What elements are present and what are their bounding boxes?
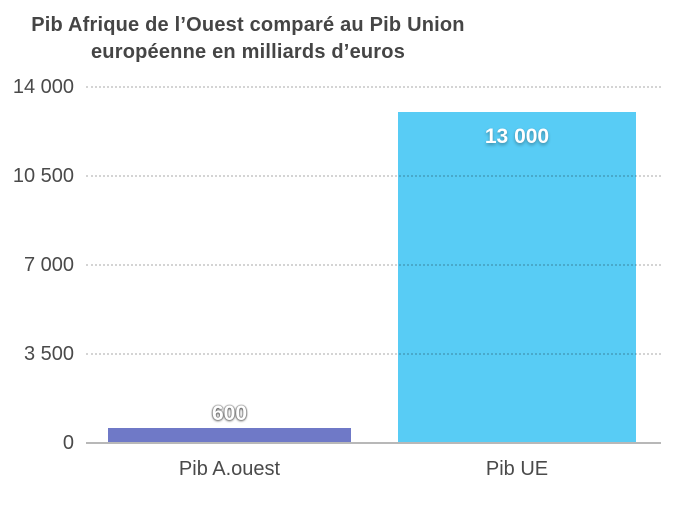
y-axis-tick-3500: 3 500 — [23, 343, 74, 365]
y-axis-tick-10500: 10 500 — [12, 165, 74, 187]
gridline-14000 — [86, 86, 661, 88]
bar-pib-ue — [398, 112, 636, 443]
x-axis-line — [86, 442, 661, 444]
gridline-3500 — [86, 353, 661, 355]
gridline-7000 — [86, 264, 661, 266]
gridline-10500 — [86, 175, 661, 177]
x-axis-label-pib-a-ouest: Pib A.ouest — [178, 458, 281, 480]
bar-pib-a-ouest — [108, 427, 351, 443]
value-label-pib-a-ouest: 600 — [211, 402, 248, 425]
x-axis-label-pib-ue: Pib UE — [485, 458, 549, 480]
y-axis-tick-7000: 7 000 — [23, 254, 74, 276]
y-axis-tick-14000: 14 000 — [12, 76, 74, 98]
y-axis-tick-0: 0 — [62, 432, 74, 454]
chart-title-line2: européenne en milliards d’euros — [90, 41, 406, 63]
value-label-pib-ue: 13 000 — [484, 125, 550, 148]
chart-title-line1: Pib Afrique de l’Ouest comparé au Pib Un… — [31, 14, 465, 36]
chart-title: Pib Afrique de l’Ouest comparé au Pib Un… — [0, 12, 498, 66]
